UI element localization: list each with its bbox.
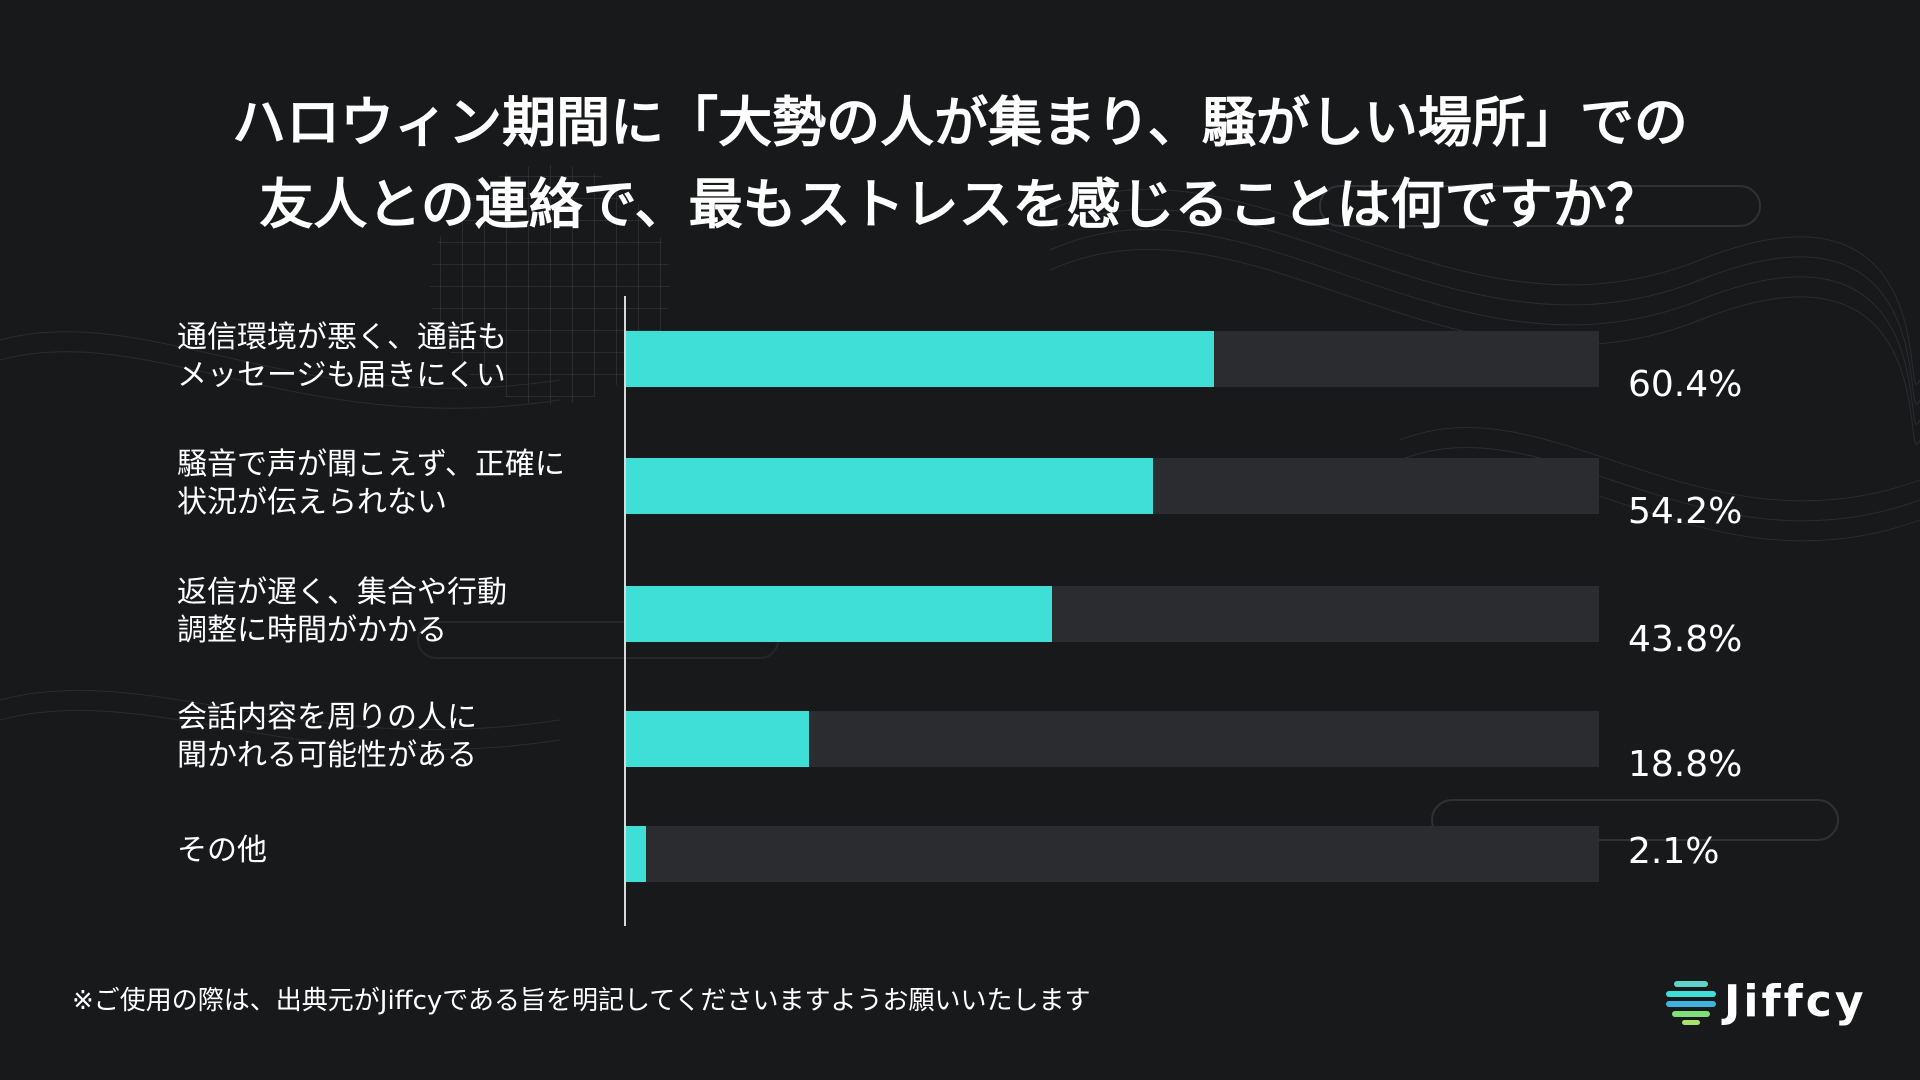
category-label-line: 状況が伝えられない [177,485,447,520]
bar [626,826,646,882]
category-label: 会話内容を周りの人に 聞かれる可能性がある [177,699,607,775]
category-label-line: 聞かれる可能性がある [177,738,477,773]
value-label: 54.2% [1628,491,1743,532]
bar [626,331,1214,387]
category-label-line: 会話内容を周りの人に [177,700,477,735]
bar [626,586,1052,642]
category-label-line: メッセージも届きにくい [177,358,506,393]
value-label: 18.8% [1628,744,1743,785]
bar [626,458,1153,514]
category-label-line: 返信が遅く、集合や行動 [177,575,507,610]
category-label: 騒音で声が聞こえず、正確に 状況が伝えられない [177,446,607,522]
jiffcy-logo: Jiffcy [1664,976,1867,1028]
category-label-line: その他 [177,833,267,868]
chart-title-line-1: ハロウィン期間に「大勢の人が集まり、騒がしい場所」での [232,91,1688,154]
logo-wordmark: Jiffcy [1724,976,1867,1027]
bar [626,711,809,767]
y-axis-line [624,296,626,926]
category-label: 返信が遅く、集合や行動 調整に時間がかかる [177,574,607,650]
category-label: 通信環境が悪く、通話も メッセージも届きにくい [177,319,607,395]
category-label: その他 [177,832,607,870]
jiffcy-logo-icon [1666,981,1716,1025]
value-label: 60.4% [1628,364,1743,405]
source-footnote: ※ご使用の際は、出典元がJiffcyである旨を明記してくださいますようお願いいた… [72,986,1091,1016]
bar-track [626,826,1599,882]
category-label-line: 騒音で声が聞こえず、正確に [177,447,565,482]
value-label: 2.1% [1628,831,1720,872]
value-label: 43.8% [1628,619,1743,660]
category-label-line: 通信環境が悪く、通話も [177,320,507,355]
chart-title-line-2: 友人との連絡で、最もストレスを感じることは何ですか？ [259,173,1661,236]
category-label-line: 調整に時間がかかる [177,613,447,648]
